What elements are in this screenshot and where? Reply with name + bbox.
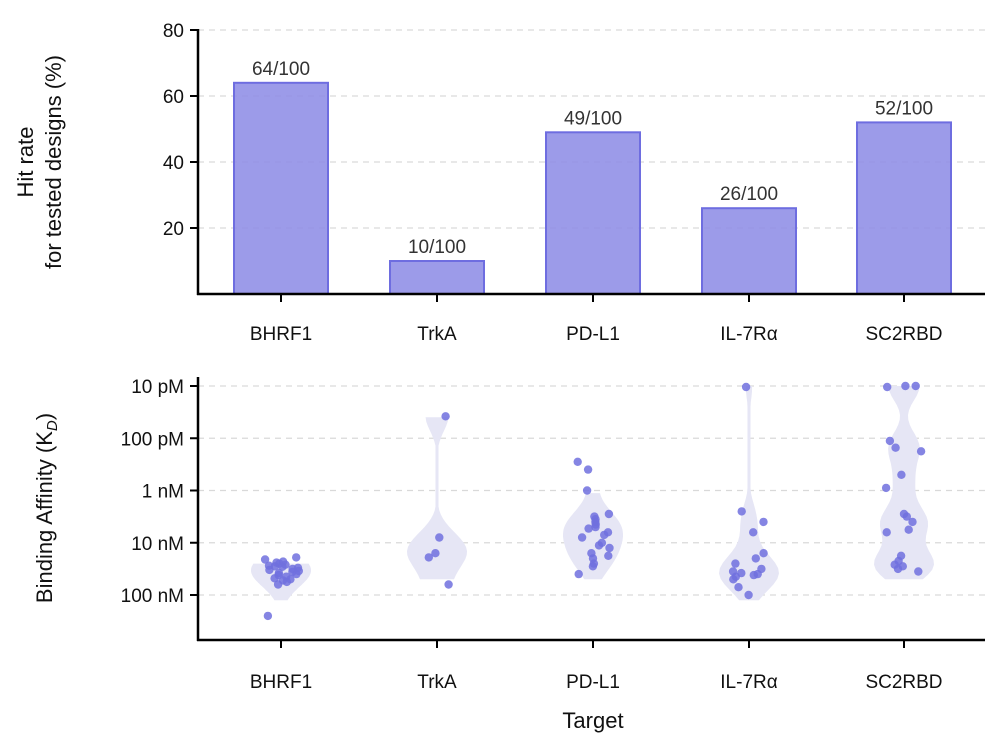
top-y-tick-label-80: 80 <box>163 21 184 42</box>
bottom-x-tick-label-il-7r: IL-7Rα <box>720 672 777 693</box>
point-il-7r-0 <box>741 382 751 392</box>
point-bhrf1-21 <box>282 577 291 587</box>
bottom-y-axis-title: Binding Affinity (KD) <box>32 413 61 603</box>
bottom-y-tick-label-10-pm: 10 pM <box>131 377 184 398</box>
point-sc2rbd-0 <box>911 381 920 391</box>
point-pd-l1-12 <box>577 533 587 542</box>
violin-il-7r <box>719 386 779 601</box>
top-x-tick-label-bhrf1: BHRF1 <box>250 324 312 345</box>
point-pd-l1-2 <box>582 486 592 495</box>
bottom-y-tick-label-100-nm: 100 nM <box>121 586 184 607</box>
top-y-tick-label-60: 60 <box>163 87 184 108</box>
top-x-tick-label-sc2rbd: SC2RBD <box>865 324 942 345</box>
bottom-x-tick-label-bhrf1: BHRF1 <box>250 672 312 693</box>
point-pd-l1-0 <box>573 457 582 466</box>
point-sc2rbd-10 <box>908 517 917 527</box>
point-il-7r-6 <box>731 559 740 568</box>
point-il-7r-1 <box>737 507 746 516</box>
bottom-x-tick-label-trka: TrkA <box>417 672 457 693</box>
point-bhrf1-18 <box>270 574 279 583</box>
point-il-7r-4 <box>759 549 768 558</box>
violin-sc2rbd <box>874 386 934 580</box>
point-bhrf1-15 <box>292 569 301 579</box>
bar-label-il-7r: 26/100 <box>720 184 778 205</box>
top-x-tick-label-trka: TrkA <box>417 324 457 345</box>
bar-bhrf1 <box>233 81 329 295</box>
top-y-tick-label-40: 40 <box>163 153 184 174</box>
point-pd-l1-15 <box>605 543 614 553</box>
point-bhrf1-11 <box>265 565 274 575</box>
top-x-tick-label-pd-l1: PD-L1 <box>566 324 620 345</box>
bottom-x-tick-label-pd-l1: PD-L1 <box>566 672 620 693</box>
bar-label-pd-l1: 49/100 <box>564 108 622 129</box>
point-pd-l1-3 <box>604 509 614 519</box>
bottom-y-tick-label-1-nm: 1 nM <box>142 482 184 503</box>
point-sc2rbd-17 <box>893 564 903 574</box>
violin-trka <box>407 417 467 580</box>
point-sc2rbd-12 <box>882 528 891 537</box>
bottom-y-axis-title-suffix: ) <box>32 413 57 420</box>
point-bhrf1-0 <box>292 553 301 562</box>
point-trka-2 <box>431 549 440 558</box>
bar-pd-l1 <box>545 131 641 295</box>
point-pd-l1-9 <box>584 524 593 533</box>
point-il-7r-15 <box>744 590 753 600</box>
point-pd-l1-21 <box>574 569 583 579</box>
point-bhrf1-8 <box>278 562 287 571</box>
point-sc2rbd-6 <box>897 470 906 479</box>
bar-label-trka: 10/100 <box>408 237 466 258</box>
point-il-7r-5 <box>751 554 760 563</box>
bottom-x-axis-title: Target <box>562 708 623 733</box>
point-trka-4 <box>444 580 453 589</box>
top-y-axis-title: Hit rate for tested designs (%) <box>13 55 66 269</box>
point-trka-0 <box>441 412 450 421</box>
point-bhrf1-1 <box>260 555 270 564</box>
point-il-7r-2 <box>759 517 768 527</box>
point-bhrf1-22 <box>273 580 283 589</box>
hit-rate-bar-chart: 64/100 10/100 49/100 26/100 52/100 20 40 60 80 BH… <box>13 21 985 345</box>
bottom-x-tick-label-sc2rbd: SC2RBD <box>865 672 942 693</box>
bottom-y-tick-label-100-pm: 100 pM <box>121 429 184 450</box>
bottom-y-axis-title-subscript: D <box>44 420 61 431</box>
bar-label-sc2rbd: 52/100 <box>875 98 933 119</box>
point-il-7r-13 <box>729 575 738 584</box>
bar-il-7r <box>701 207 797 295</box>
point-pd-l1-8 <box>591 522 600 532</box>
point-pd-l1-17 <box>604 551 613 560</box>
point-il-7r-11 <box>749 570 758 580</box>
point-trka-3 <box>424 553 433 562</box>
point-sc2rbd-18 <box>914 567 923 576</box>
point-sc2rbd-5 <box>916 447 926 456</box>
binding-affinity-violin-chart: 10 pM 100 pM 1 nM 10 nM 100 nM BHRF1 TrkA PD-L1… <box>32 377 985 733</box>
point-sc2rbd-4 <box>891 443 900 452</box>
point-sc2rbd-1 <box>901 381 910 391</box>
top-x-tick-label-il-7r: IL-7Rα <box>720 324 777 345</box>
bar-trka <box>389 260 485 295</box>
point-sc2rbd-9 <box>902 512 911 521</box>
point-pd-l1-14 <box>594 541 604 550</box>
bar-label-bhrf1: 64/100 <box>252 59 310 80</box>
point-sc2rbd-3 <box>885 436 895 446</box>
point-sc2rbd-11 <box>904 525 913 534</box>
bar-sc2rbd <box>856 121 952 296</box>
point-bhrf1-23 <box>263 611 273 621</box>
point-pd-l1-20 <box>588 562 598 571</box>
point-pd-l1-1 <box>583 465 593 474</box>
top-y-tick-label-20: 20 <box>163 219 184 240</box>
top-y-axis-title-line1: Hit rate <box>13 127 38 198</box>
bottom-y-axis-title-main: Binding Affinity (K <box>32 431 57 603</box>
point-sc2rbd-7 <box>881 483 891 493</box>
bottom-y-tick-label-10-nm: 10 nM <box>131 534 184 555</box>
point-il-7r-3 <box>749 528 758 537</box>
point-trka-1 <box>435 533 444 542</box>
point-sc2rbd-2 <box>883 382 892 392</box>
point-il-7r-14 <box>734 583 743 592</box>
top-y-axis-title-line2: for tested designs (%) <box>41 55 66 269</box>
point-pd-l1-11 <box>600 530 609 540</box>
